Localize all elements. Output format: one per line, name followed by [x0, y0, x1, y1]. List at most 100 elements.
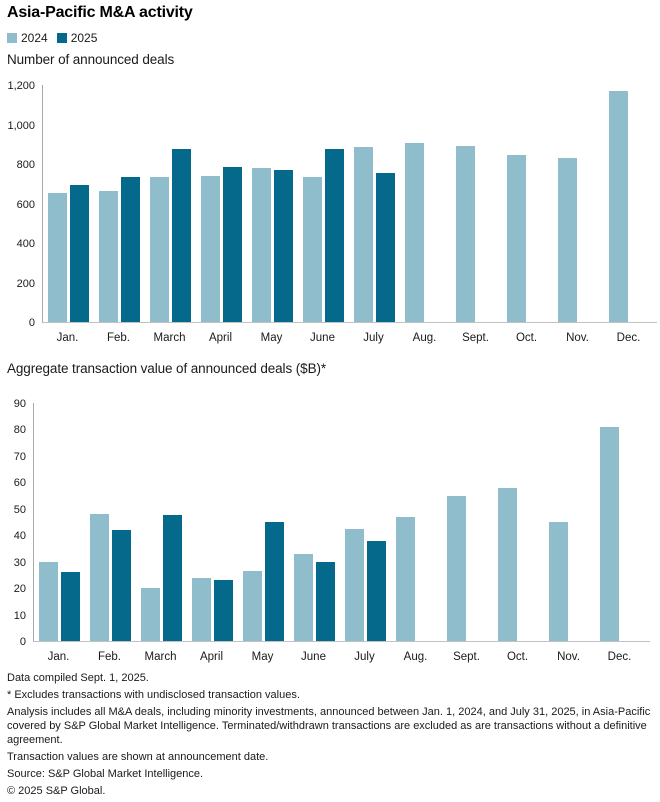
legend: 2024 2025: [7, 31, 97, 45]
y-axis-tick-label: 0: [19, 636, 26, 648]
footnote-copyright: © 2025 S&P Global.: [7, 784, 106, 797]
deals-count-chart: 1,200 1,000 800 600 400 200 0 Jan. Feb. March Apri…: [0, 80, 660, 353]
bar-2024-jan: [48, 193, 67, 322]
legend-item-2024: 2024: [7, 31, 48, 45]
bar-2024-april: [201, 176, 220, 322]
bar-2024-july: [345, 529, 364, 641]
legend-swatch-2024: [7, 33, 17, 43]
y-axis-tick-label: 600: [16, 198, 35, 211]
footnote-data-compiled: Data compiled Sept. 1, 2025.: [7, 672, 149, 684]
y-axis-tick-label: 20: [13, 583, 26, 596]
bar-2024-april: [192, 578, 211, 641]
bar-2025-feb: [112, 530, 131, 641]
bar-2024-june: [294, 554, 313, 641]
x-axis-tick-label: Feb.: [106, 332, 131, 344]
bar-2024-july: [354, 147, 373, 322]
y-axis-tick-label: 0: [28, 317, 35, 329]
deals-value-chart-title: Aggregate transaction value of announced…: [7, 361, 327, 376]
x-axis-tick-label: July: [363, 332, 384, 344]
bar-2024-oct: [498, 488, 517, 641]
x-axis-tick-label: Feb.: [97, 651, 122, 663]
bar-2025-march: [163, 515, 182, 641]
bar-2024-feb: [90, 514, 109, 641]
x-axis-tick-label: May: [260, 332, 283, 344]
legend-item-2025: 2025: [56, 31, 98, 45]
bar-2024-aug: [396, 517, 415, 641]
bar-2025-jan: [61, 572, 80, 641]
y-axis-tick-label: 60: [13, 477, 26, 490]
deals-count-chart-title: Number of announced deals: [7, 52, 175, 67]
x-axis-tick-label: Aug.: [403, 651, 428, 663]
bar-2024-may: [252, 168, 271, 322]
bar-2024-dec: [609, 91, 628, 322]
bar-2024-may: [243, 571, 262, 641]
x-axis-tick-label: Oct.: [506, 651, 529, 663]
bar-2024-dec: [600, 427, 619, 641]
bar-2025-july: [367, 541, 386, 641]
y-axis-tick-label: 800: [16, 159, 35, 171]
footnote-asterisk: * Excludes transactions with undisclosed…: [7, 688, 300, 701]
x-axis-tick-label: Sept.: [462, 332, 489, 344]
x-axis-tick-label: April: [199, 651, 224, 663]
x-axis-tick-label: Jan.: [56, 332, 79, 344]
x-axis-tick-label: March: [144, 651, 177, 663]
x-axis-tick-label: Oct.: [515, 332, 538, 344]
x-axis-tick-label: April: [208, 332, 233, 344]
y-axis-tick-label: 90: [13, 398, 26, 410]
bar-2025-july: [376, 173, 395, 322]
bar-2025-may: [274, 170, 293, 322]
x-axis-tick-label: Aug.: [412, 332, 437, 344]
bar-2025-may: [265, 522, 284, 641]
bar-2025-june: [325, 149, 344, 322]
y-axis-tick-label: 1,200: [7, 80, 35, 92]
footnote-transaction-values: Transaction values are shown at announce…: [7, 750, 269, 763]
bar-2024-march: [141, 588, 160, 641]
legend-label-2025: 2025: [70, 31, 98, 45]
y-axis-tick-label: 200: [16, 277, 35, 290]
y-axis-tick-label: 30: [13, 556, 26, 569]
x-axis-tick-label: Jan.: [47, 651, 70, 663]
bar-2024-feb: [99, 191, 118, 322]
y-axis-tick-label: 80: [13, 424, 26, 437]
bar-2025-march: [172, 149, 191, 322]
bar-2024-aug: [405, 143, 424, 322]
bar-2025-june: [316, 562, 335, 641]
x-axis-tick-label: Dec.: [616, 332, 641, 344]
plot-area: [33, 403, 650, 642]
y-axis-tick-label: 1,000: [7, 119, 35, 132]
bar-2024-march: [150, 177, 169, 322]
footnote-analysis: Analysis includes all M&A deals, includi…: [7, 705, 651, 747]
y-axis-tick-label: 40: [13, 530, 26, 543]
bar-2025-april: [214, 580, 233, 641]
y-axis-tick-label: 10: [13, 609, 26, 622]
bar-2024-oct: [507, 155, 526, 322]
x-axis-tick-label: Nov.: [557, 651, 580, 663]
bar-2025-jan: [70, 185, 89, 322]
y-axis-tick-label: 50: [13, 503, 26, 516]
bar-2025-feb: [121, 177, 140, 322]
x-axis-tick-label: July: [354, 651, 375, 663]
x-axis-tick-label: June: [310, 332, 335, 344]
y-axis-tick-label: 400: [16, 238, 35, 250]
bar-2024-sept: [447, 496, 466, 641]
x-axis-tick-label: June: [301, 651, 326, 663]
x-axis-tick-label: Sept.: [453, 651, 480, 663]
bar-2024-nov: [549, 522, 568, 641]
legend-label-2024: 2024: [21, 31, 48, 45]
page-title: Asia-Pacific M&A activity: [7, 4, 193, 21]
deals-value-chart: 90 80 70 60 50 40 30 20 10 0 Jan. Feb. March April May…: [0, 398, 660, 671]
bar-2025-april: [223, 167, 242, 322]
bar-2024-june: [303, 177, 322, 322]
x-axis-tick-label: Nov.: [566, 332, 589, 344]
y-axis-tick-label: 70: [13, 450, 26, 463]
footnote-source: Source: S&P Global Market Intelligence.: [7, 767, 204, 780]
bar-2024-jan: [39, 562, 58, 641]
x-axis-tick-label: March: [153, 332, 186, 344]
legend-swatch-2025: [56, 33, 67, 43]
x-axis-tick-label: May: [251, 651, 274, 663]
bar-2024-nov: [558, 158, 577, 322]
x-axis-tick-label: Dec.: [607, 651, 632, 663]
bar-2024-sept: [456, 146, 475, 322]
plot-area: [42, 85, 657, 323]
